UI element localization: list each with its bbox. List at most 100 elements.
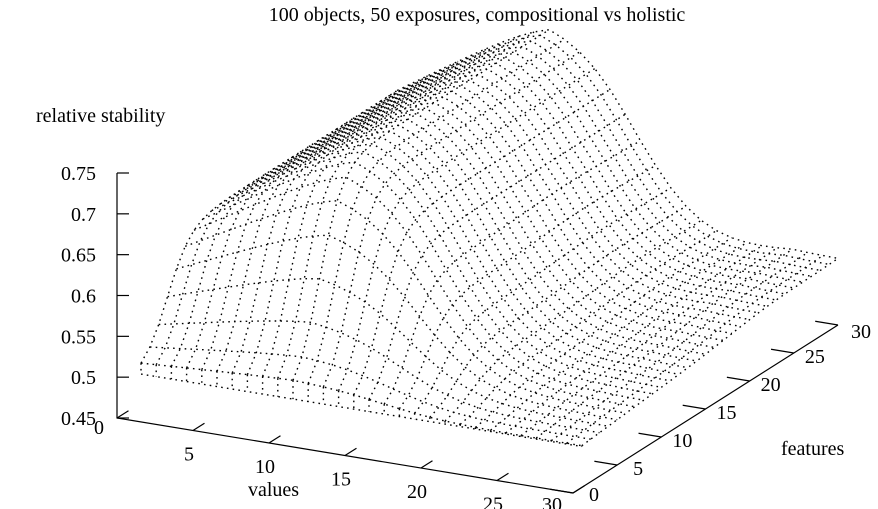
mesh-line-values-12	[307, 38, 565, 384]
x-tick	[344, 447, 357, 457]
mesh-line-features-20	[308, 84, 750, 321]
mesh-line-values-27	[535, 248, 793, 439]
mesh-line-features-18	[290, 96, 733, 335]
mesh-line-values-16	[368, 113, 626, 400]
z-tick-label: 0.65	[61, 245, 96, 267]
y-tick-label: 25	[805, 346, 825, 368]
y-tick	[815, 320, 839, 326]
mesh-line-values-18	[398, 164, 656, 410]
x-tick	[572, 485, 585, 494]
x-tick-label: 20	[407, 481, 427, 503]
mesh-line-features-5	[176, 234, 618, 421]
mesh-line-values-28	[550, 251, 808, 442]
mesh-line-features-15	[264, 112, 706, 355]
mesh-line-features-6	[184, 199, 627, 414]
y-tick	[770, 348, 794, 354]
mesh-line-values-8	[246, 41, 504, 375]
mesh-line-features-9	[211, 150, 653, 395]
x-tick	[116, 410, 129, 419]
mesh-line-features-22	[326, 73, 768, 307]
x-tick-label: 25	[483, 494, 503, 509]
mesh-line-features-2	[149, 346, 591, 440]
mesh-line-values-24	[490, 241, 748, 431]
y-tick	[726, 376, 750, 382]
mesh-line-values-7	[231, 47, 489, 374]
mesh-line-values-3	[170, 75, 428, 367]
z-axis-label: relative stability	[36, 105, 165, 127]
mesh-line-values-10	[277, 31, 535, 379]
mesh-line-features-13	[246, 124, 688, 369]
y-tick-label: 15	[717, 402, 737, 424]
mesh-line-features-27	[370, 45, 812, 277]
mesh-line-features-7	[193, 176, 635, 408]
mesh-line-features-25	[352, 56, 794, 289]
mesh-line-features-3	[158, 320, 600, 434]
mesh-line-values-14	[337, 68, 596, 391]
z-tick-label: 0.45	[61, 408, 96, 430]
mesh-line-values-15	[353, 88, 611, 396]
x-axis-label: values	[248, 479, 299, 501]
y-tick-label: 20	[761, 374, 781, 396]
mesh-line-values-6	[216, 53, 474, 372]
z-tick-label: 0.75	[61, 163, 96, 185]
mesh-line-features-23	[335, 68, 777, 301]
mesh-line-features-8	[202, 161, 644, 401]
mesh-line-values-17	[383, 140, 641, 405]
mesh-line-values-13	[322, 51, 580, 388]
x-tick	[192, 422, 205, 432]
mesh-line-features-19	[299, 90, 741, 328]
mesh-line-values-22	[459, 230, 717, 425]
y-tick	[638, 432, 662, 438]
mesh-line-features-16	[273, 107, 715, 349]
mesh-line-features-17	[282, 101, 724, 342]
mesh-line-features-10	[220, 142, 662, 388]
z-tick-label: 0.7	[71, 204, 96, 226]
z-tick-label: 0.6	[71, 286, 96, 308]
mesh-line-features-14	[255, 118, 697, 362]
z-tick-label: 0.55	[61, 326, 96, 348]
mesh-line-features-21	[317, 79, 759, 314]
surface-mesh	[140, 28, 839, 448]
y-tick-label: 30	[851, 321, 871, 343]
mesh-line-values-1	[140, 89, 398, 364]
mesh-line-values-19	[414, 187, 672, 414]
tick-labels: 0.45 0.5 0.55 0.6 0.65 0.7 0.75 0 5 10 15 20 25 30 0 5 1…	[61, 163, 871, 509]
y-axis-label: features	[781, 438, 845, 460]
mesh-line-values-2	[155, 82, 413, 366]
mesh-line-features-12	[237, 130, 680, 375]
x-tick-label: 30	[542, 494, 562, 509]
mesh-line-features-29	[388, 34, 830, 266]
x-tick-label: 5	[184, 444, 194, 466]
mesh-line-values-29	[566, 254, 824, 444]
axes	[116, 173, 839, 494]
mesh-line-features-28	[379, 40, 821, 272]
mesh-line-values-9	[261, 35, 520, 377]
mesh-line-values-20	[429, 205, 687, 418]
mesh-line-features-26	[361, 51, 803, 283]
y-tick	[594, 460, 618, 466]
x-tick-label: 10	[255, 456, 275, 478]
y-tick-label: 5	[633, 458, 643, 480]
z-tick-label: 0.5	[71, 367, 96, 389]
mesh-line-values-30	[581, 257, 839, 447]
mesh-line-values-4	[185, 67, 444, 369]
base-axes	[116, 173, 839, 494]
y-tick	[550, 488, 574, 494]
tick-marks	[116, 172, 839, 494]
x-tick	[496, 472, 509, 482]
x-tick-label: 0	[94, 417, 104, 439]
mesh-line-features-11	[229, 136, 671, 382]
x-tick	[268, 435, 281, 444]
mesh-line-values-23	[474, 237, 732, 428]
mesh-line-features-30	[396, 28, 839, 260]
chart-title: 100 objects, 50 exposures, compositional…	[269, 4, 686, 26]
y-tick-label: 10	[672, 430, 692, 452]
mesh-line-values-11	[292, 29, 550, 381]
x-tick-label: 15	[331, 469, 351, 491]
x-tick	[420, 460, 433, 469]
skirt-floor	[140, 373, 582, 448]
y-tick-label: 0	[589, 484, 599, 506]
y-tick	[682, 404, 706, 410]
mesh-line-values-26	[520, 247, 778, 437]
